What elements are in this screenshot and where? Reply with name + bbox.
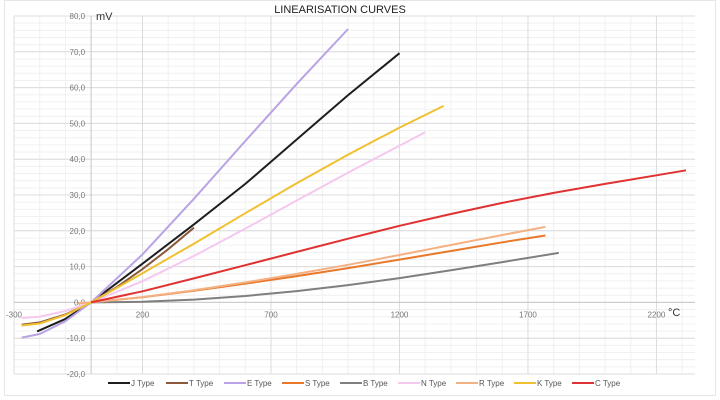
y-tick-label: 10,0 bbox=[70, 263, 86, 272]
chart-frame bbox=[4, 0, 716, 396]
legend-label: B Type bbox=[363, 379, 388, 388]
legend-label: C Type bbox=[595, 379, 621, 388]
legend-label: J Type bbox=[131, 379, 155, 388]
x-tick-label: 200 bbox=[136, 310, 150, 319]
y-tick-label: 20,0 bbox=[70, 227, 86, 236]
y-tick-label: 30,0 bbox=[70, 191, 86, 200]
series-line-c-type bbox=[90, 169, 687, 304]
x-axis-unit: °C bbox=[668, 307, 680, 319]
x-tick-label: 700 bbox=[264, 310, 278, 319]
y-tick-label: -10,0 bbox=[67, 334, 86, 343]
legend-label: K Type bbox=[537, 379, 562, 388]
series-line-k-type bbox=[21, 105, 445, 327]
chart-title: LINEARISATION CURVES bbox=[274, 4, 406, 16]
y-tick-label: 60,0 bbox=[70, 84, 86, 93]
x-tick-label: -300 bbox=[6, 310, 23, 319]
legend: J Type T Type E Type S Type B Type N Type R Ty… bbox=[108, 379, 621, 388]
series-line-e-type bbox=[21, 28, 349, 339]
series-lines bbox=[21, 28, 687, 339]
x-tick-label: 2200 bbox=[648, 310, 666, 319]
legend-label: R Type bbox=[479, 379, 505, 388]
series-line-r-type bbox=[78, 225, 546, 305]
y-tick-label: 40,0 bbox=[70, 155, 86, 164]
series-line-b-type bbox=[91, 251, 559, 304]
y-tick-label: 80,0 bbox=[70, 12, 86, 21]
series-line-j-type bbox=[36, 52, 401, 333]
y-tick-label: 70,0 bbox=[70, 48, 86, 57]
y-tick-label: 50,0 bbox=[70, 119, 86, 128]
y-tick-label: -20,0 bbox=[67, 370, 86, 379]
legend-label: E Type bbox=[247, 379, 272, 388]
y-axis-unit: mV bbox=[96, 11, 113, 23]
legend-label: S Type bbox=[305, 379, 330, 388]
x-tick-label: 1200 bbox=[391, 310, 409, 319]
grid bbox=[13, 15, 695, 375]
x-tick-label: 1700 bbox=[519, 310, 537, 319]
legend-label: T Type bbox=[189, 379, 214, 388]
legend-label: N Type bbox=[421, 379, 447, 388]
series-line-n-type bbox=[21, 131, 426, 319]
